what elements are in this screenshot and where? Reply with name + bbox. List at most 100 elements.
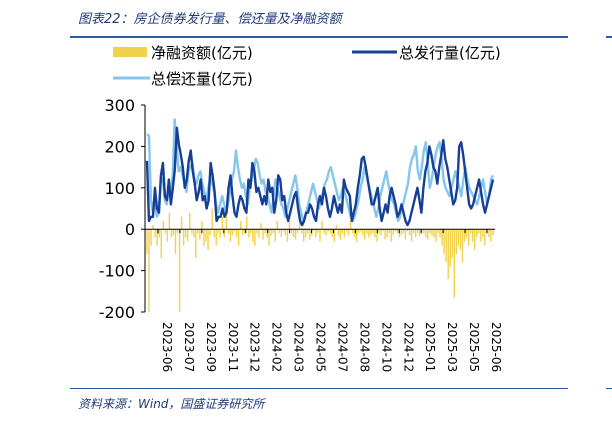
- legend-label-net-financing: 净融资额(亿元): [151, 44, 253, 62]
- net-financing-bar: [207, 229, 209, 250]
- net-financing-bar: [282, 229, 285, 232]
- net-financing-bar: [412, 229, 415, 234]
- legend-label-repayment: 总偿还量(亿元): [151, 70, 253, 88]
- net-financing-bar: [152, 225, 154, 230]
- x-tick-label: 2024-12: [401, 322, 415, 372]
- net-financing-bar: [313, 229, 315, 232]
- net-financing-bar: [325, 229, 327, 236]
- net-financing-bar: [189, 212, 191, 230]
- x-tick-label: 2025-01: [423, 322, 437, 372]
- net-financing-bar: [382, 229, 384, 232]
- net-financing-bar: [390, 229, 392, 242]
- net-financing-bar: [335, 225, 337, 230]
- net-financing-bar: [217, 229, 219, 234]
- net-financing-bar: [414, 229, 417, 238]
- net-financing-bar: [246, 216, 248, 230]
- series-lines: [145, 118, 495, 227]
- net-financing-bar: [158, 229, 160, 238]
- y-tick-label: 0: [125, 220, 135, 239]
- net-financing-bar: [429, 229, 431, 234]
- top-rule: [70, 36, 568, 38]
- net-financing-bar: [166, 229, 169, 242]
- net-financing-bar: [172, 229, 175, 236]
- net-financing-bar: [215, 229, 217, 246]
- net-financing-bar: [362, 229, 364, 236]
- net-financing-bar: [272, 229, 274, 234]
- net-financing-bar: [453, 229, 456, 298]
- net-financing-bar: [292, 229, 295, 238]
- net-financing-bar: [423, 229, 425, 234]
- net-financing-bar: [154, 229, 156, 238]
- legend-swatch-net-financing: [113, 47, 147, 57]
- net-financing-bar: [457, 229, 460, 246]
- net-financing-bar: [176, 229, 179, 234]
- x-tick-label: 2023-09: [204, 322, 218, 372]
- net-financing-bar: [280, 229, 283, 238]
- net-financing-bar: [482, 229, 484, 238]
- net-financing-bar: [492, 229, 494, 236]
- net-financing-bar: [431, 229, 433, 236]
- net-financing-bar: [421, 229, 423, 232]
- net-financing-bar: [349, 220, 352, 230]
- bottom-rule: [70, 388, 568, 389]
- net-financing-bar: [233, 229, 236, 232]
- y-tick-label: -200: [99, 303, 135, 322]
- net-financing-bar: [276, 220, 278, 230]
- net-financing-bar: [209, 229, 211, 236]
- x-tick-label: 2024-08: [357, 322, 371, 372]
- issuance-line: [145, 126, 495, 227]
- net-financing-bar: [341, 229, 344, 234]
- net-financing-bar: [225, 212, 228, 230]
- net-financing-bar: [260, 222, 262, 230]
- net-financing-bar: [317, 229, 319, 234]
- net-financing-bar: [478, 229, 480, 234]
- y-tick-label: -100: [99, 262, 135, 281]
- x-tick-label: 2023-11: [226, 322, 240, 372]
- net-financing-bar: [370, 229, 372, 236]
- net-financing-bar: [262, 229, 264, 240]
- net-financing-bar: [288, 220, 291, 230]
- net-financing-bar: [150, 229, 152, 246]
- net-financing-bar: [184, 229, 187, 238]
- repayment-line: [146, 118, 495, 223]
- net-financing-bar: [355, 229, 358, 242]
- net-financing-bar: [309, 229, 311, 240]
- net-financing-bar: [254, 229, 256, 246]
- net-financing-bar: [473, 229, 476, 250]
- net-financing-bar: [178, 229, 181, 312]
- net-financing-bar: [148, 229, 150, 312]
- net-financing-bar: [396, 229, 399, 234]
- y-axis: 300 200 100 0 -100 -200: [99, 96, 146, 322]
- net-financing-bar: [286, 229, 289, 242]
- net-financing-bar: [490, 229, 492, 242]
- net-financing-bar: [203, 229, 205, 246]
- net-financing-bar: [146, 229, 148, 255]
- net-financing-bar: [252, 229, 254, 242]
- net-financing-bar: [193, 229, 195, 238]
- net-financing-bar: [347, 229, 350, 236]
- net-financing-bar: [168, 212, 171, 230]
- net-financing-bar: [329, 229, 331, 234]
- net-financing-bar: [408, 229, 411, 236]
- net-financing-bar: [406, 229, 409, 232]
- net-financing-bar: [229, 229, 232, 242]
- net-financing-bar: [278, 229, 281, 234]
- net-financing-bar: [164, 229, 167, 234]
- net-financing-bar: [467, 229, 470, 246]
- net-financing-bar: [364, 229, 366, 240]
- net-financing-bar: [435, 229, 437, 242]
- net-financing-bar: [439, 229, 441, 238]
- net-financing-bar: [327, 229, 329, 232]
- net-financing-bar: [400, 229, 403, 236]
- x-tick-label: 2024-05: [314, 322, 328, 372]
- net-financing-bar: [339, 229, 342, 240]
- net-financing-bar: [195, 229, 197, 259]
- net-financing-bar: [321, 220, 323, 230]
- net-financing-bar: [445, 229, 447, 263]
- net-financing-bar: [201, 220, 203, 230]
- source-note: 资料来源：Wind，国盛证券研究所: [78, 397, 265, 411]
- net-financing-bar: [221, 216, 224, 230]
- net-financing-bar: [488, 229, 490, 238]
- net-financing-bar: [469, 229, 472, 234]
- net-financing-bar: [461, 229, 464, 263]
